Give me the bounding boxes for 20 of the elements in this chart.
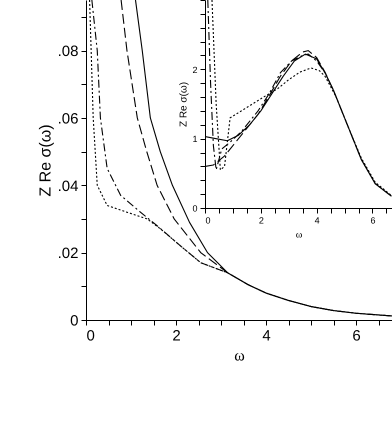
y-tick-label: .02	[58, 245, 78, 262]
x-axis-title: ω	[296, 230, 303, 240]
y-axis-title: Z Re σ(ω)	[38, 124, 55, 197]
y-tick-label: 0	[70, 312, 78, 330]
y-tick-label: 0	[192, 204, 198, 214]
y-tick-label: .06	[58, 110, 78, 128]
y-tick-label: .08	[58, 43, 78, 60]
y-tick-label: 1	[192, 134, 198, 144]
x-tick-label: 0	[86, 328, 95, 344]
x-tick-label: 4	[262, 328, 271, 344]
x-tick-label: 6	[352, 328, 361, 344]
x-tick-label: 6	[370, 216, 376, 226]
x-tick-label: 2	[258, 216, 264, 226]
y-axis-title: Z Re σ(ω)	[178, 82, 190, 128]
x-tick-label: 0	[206, 216, 211, 226]
x-tick-label: 2	[172, 328, 181, 344]
x-axis-title: ω	[234, 348, 245, 364]
y-tick-label: .04	[58, 178, 78, 195]
y-tick-label: 2	[192, 64, 198, 75]
x-tick-label: 4	[314, 216, 320, 226]
